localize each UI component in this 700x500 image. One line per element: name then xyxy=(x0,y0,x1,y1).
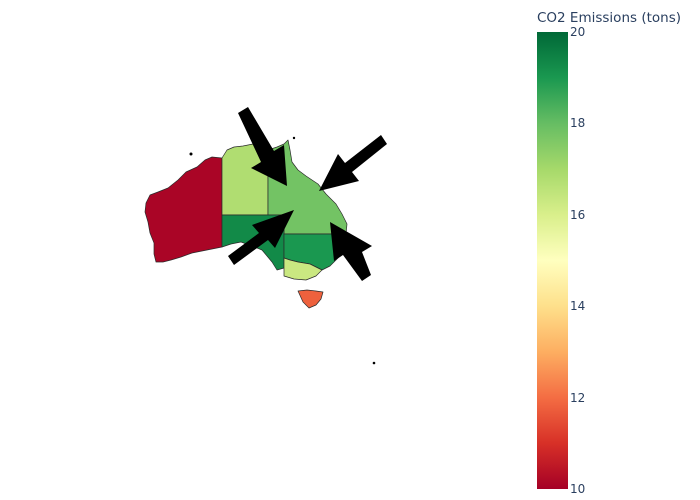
colorbar-tick-label: 18 xyxy=(570,116,586,131)
arrow-2 xyxy=(319,135,387,191)
colorbar-tick-label: 12 xyxy=(570,390,586,405)
colorbar-tick-label: 20 xyxy=(570,25,586,39)
colorbar-title: CO2 Emissions (tons) xyxy=(537,10,681,26)
island-speck-cape-york xyxy=(292,136,296,140)
annotation-arrows xyxy=(228,107,387,281)
colorbar-gradient xyxy=(537,32,568,489)
arrow-4 xyxy=(330,222,372,281)
colorbar-tick-label: 14 xyxy=(570,299,586,314)
region-western-australia[interactable] xyxy=(144,156,223,263)
arrow-3 xyxy=(228,210,294,265)
region-tasmania[interactable] xyxy=(297,289,324,309)
colorbar-tick-label: 16 xyxy=(570,207,586,222)
island-speck-north xyxy=(189,152,193,156)
arrow-1 xyxy=(238,107,287,186)
island-speck-south-east xyxy=(372,361,376,365)
region-victoria[interactable] xyxy=(283,257,323,281)
colorbar-tick-label: 10 xyxy=(570,482,586,496)
